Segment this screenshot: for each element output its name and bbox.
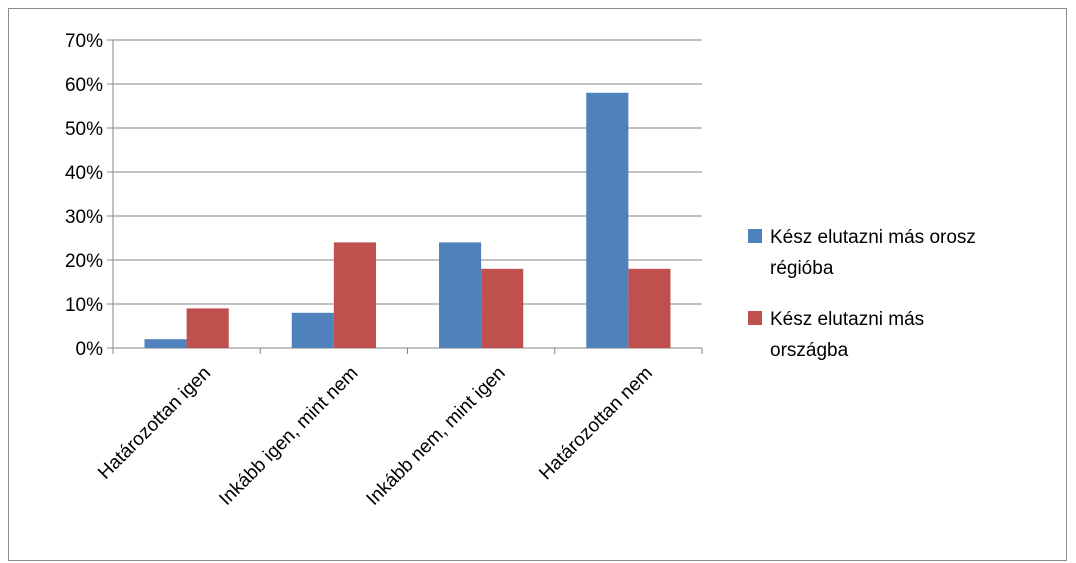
y-tick-label: 60% (65, 75, 103, 96)
bar-series-1-cat-4 (586, 92, 629, 348)
y-tick-label: 0% (76, 339, 104, 360)
bar-series-2-cat-2 (333, 242, 376, 348)
x-category-label: Inkább igen, mint nem (215, 363, 362, 510)
legend-label: Kész elutazni más (770, 309, 924, 330)
bar-series-2-cat-3 (481, 268, 524, 348)
chart-frame (8, 8, 1067, 561)
y-tick-label: 20% (65, 251, 103, 272)
legend-swatch-1 (748, 229, 762, 243)
x-category-label: Határozottan nem (535, 363, 657, 485)
bar-series-1-cat-3 (439, 242, 482, 348)
legend: Kész elutazni más orosz régióba Kész eluta… (748, 227, 976, 361)
y-tick-label: 40% (65, 163, 103, 184)
legend-label: országba (770, 340, 849, 361)
y-tick-label: 70% (65, 31, 103, 52)
bar-series-1-cat-1 (144, 339, 187, 348)
legend-swatch-2 (748, 311, 762, 325)
y-tick-label: 30% (65, 207, 103, 228)
y-tick-label: 10% (65, 295, 103, 316)
legend-label: Kész elutazni más orosz (770, 227, 976, 248)
bar-series-1-cat-2 (291, 312, 334, 348)
bar-series-2-cat-4 (628, 268, 671, 348)
x-category-label: Inkább nem, mint igen (363, 363, 510, 510)
y-tick-label: 50% (65, 119, 103, 140)
x-category-label: Határozottan igen (94, 363, 215, 484)
legend-label: régióba (770, 258, 834, 279)
bars (144, 92, 671, 348)
bar-series-2-cat-1 (186, 308, 229, 348)
